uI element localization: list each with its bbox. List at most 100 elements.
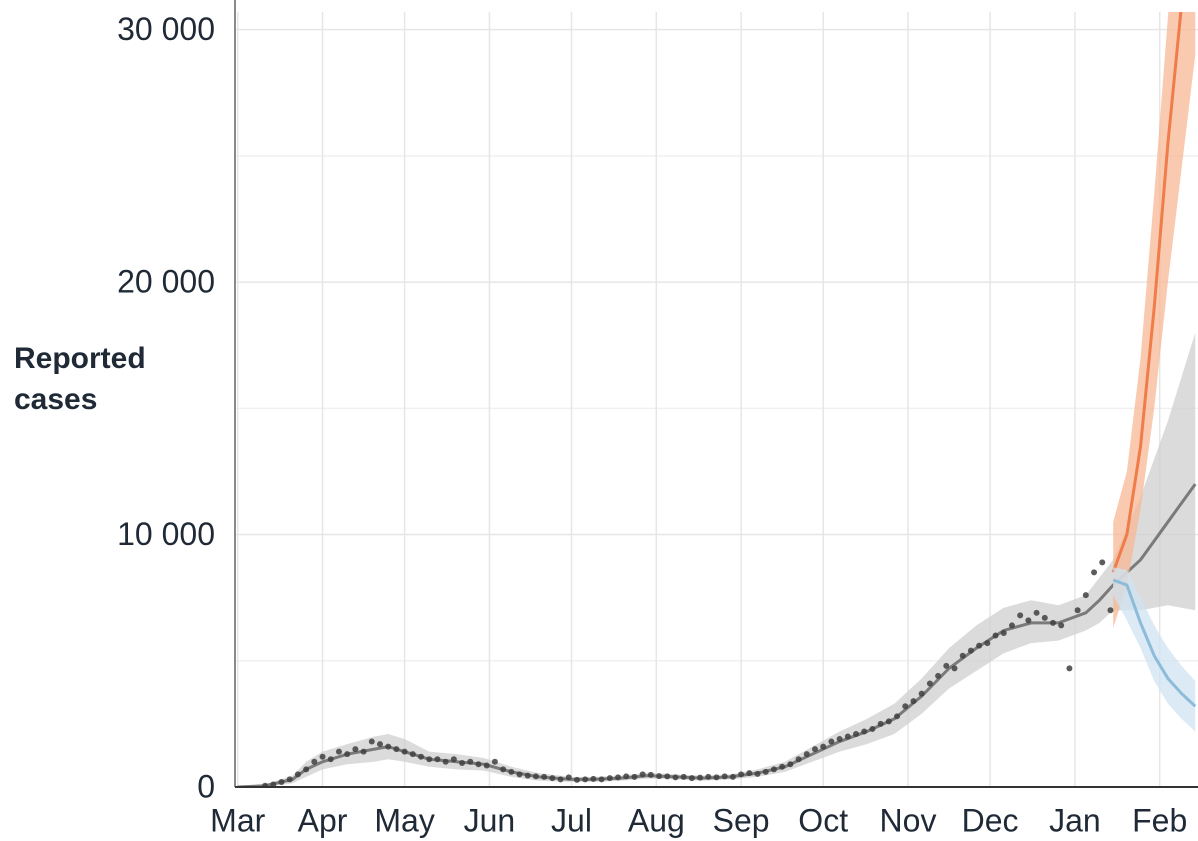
data-point [335, 748, 342, 755]
data-point [516, 771, 523, 778]
data-point [967, 647, 974, 654]
data-point [1033, 609, 1040, 616]
data-point [294, 771, 301, 778]
data-point [844, 733, 851, 740]
data-point [1091, 569, 1098, 576]
x-tick-label: Oct [798, 802, 848, 838]
data-point [762, 768, 769, 775]
data-point [524, 772, 531, 779]
data-point [984, 640, 991, 647]
data-point [877, 720, 884, 727]
data-point [795, 756, 802, 763]
data-point [1066, 665, 1073, 672]
data-point [910, 698, 917, 705]
x-tick-label: Aug [628, 802, 685, 838]
data-point [352, 746, 359, 753]
x-tick-label: Sep [713, 802, 770, 838]
data-point [434, 756, 441, 763]
plot-area [237, 12, 1197, 787]
data-point [426, 756, 433, 763]
data-point [811, 746, 818, 753]
trend-line [1112, 578, 1197, 708]
data-point [368, 738, 375, 745]
x-tick-label: Dec [962, 802, 1019, 838]
y-axis-label: Reported cases [14, 342, 146, 416]
x-tick-label: May [374, 802, 434, 838]
data-point [820, 743, 827, 750]
data-point [491, 758, 498, 765]
data-point [672, 774, 679, 781]
data-point [483, 762, 490, 769]
data-point [401, 748, 408, 755]
data-point [836, 736, 843, 743]
data-point [926, 680, 933, 687]
data-point [442, 758, 449, 765]
data-point [680, 773, 687, 780]
x-tick-label: Feb [1132, 802, 1187, 838]
data-point [853, 730, 860, 737]
data-point [376, 741, 383, 748]
grid [235, 12, 1198, 788]
data-point [647, 771, 654, 778]
confidence-band [237, 332, 1196, 787]
data-point [721, 773, 728, 780]
data-point [467, 758, 474, 765]
y-tick-label: 10 000 [117, 516, 215, 552]
data-point [475, 761, 482, 768]
x-tick-label: Jun [464, 802, 516, 838]
data-point [450, 756, 457, 763]
data-point [959, 652, 966, 659]
data-point [327, 756, 334, 763]
data-point [738, 771, 745, 778]
data-point [270, 781, 277, 787]
data-point [286, 776, 293, 783]
data-point [303, 766, 310, 773]
data-point [935, 672, 942, 679]
data-point [549, 775, 556, 782]
data-point [606, 775, 613, 782]
data-point [1017, 612, 1024, 619]
data-point [278, 778, 285, 785]
data-point [418, 753, 425, 760]
y-tick-label: 20 000 [117, 264, 215, 300]
data-point [409, 751, 416, 758]
data-point [1099, 559, 1106, 566]
y-tick-label: 30 000 [117, 11, 215, 47]
data-point [557, 776, 564, 783]
data-point [688, 775, 695, 782]
data-point [705, 773, 712, 780]
data-point [894, 713, 901, 720]
data-point [803, 751, 810, 758]
data-point [393, 746, 400, 753]
data-point [639, 771, 646, 778]
data-point [902, 703, 909, 710]
x-tick-label: Jul [551, 802, 592, 838]
data-point [1000, 630, 1007, 637]
data-point [360, 748, 367, 755]
data-point [631, 773, 638, 780]
x-tick-label: Jan [1049, 802, 1101, 838]
data-point [1074, 607, 1081, 614]
x-tick-label: Apr [298, 802, 348, 838]
data-point [729, 773, 736, 780]
trend-line [1111, 12, 1183, 573]
data-point [1050, 619, 1057, 626]
data-point [869, 725, 876, 732]
data-point [656, 773, 663, 780]
data-point [787, 761, 794, 768]
data-point [319, 753, 326, 760]
data-point [828, 738, 835, 745]
data-point [697, 774, 704, 781]
data-point [615, 774, 622, 781]
x-tick-label: Nov [880, 802, 937, 838]
data-point [951, 665, 958, 672]
data-point [1107, 607, 1114, 614]
data-point [713, 774, 720, 781]
data-point [573, 776, 580, 783]
data-point [385, 743, 392, 750]
data-point [1025, 617, 1032, 624]
data-point [976, 642, 983, 649]
data-point [770, 766, 777, 773]
data-point [861, 728, 868, 735]
